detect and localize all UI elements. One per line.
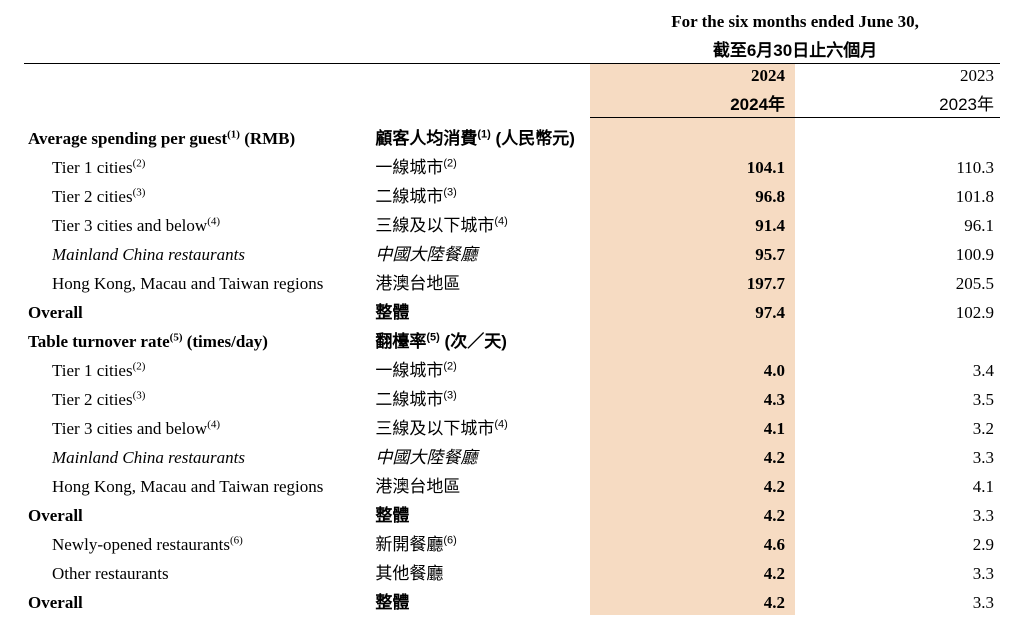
turnover-title-en: Table turnover rate(5) (times/day) [24,325,375,354]
year-2023-zh: 2023年 [795,88,1000,118]
row-tt-tier3: Tier 3 cities and below(4) 三線及以下城市(4) 4.… [24,412,1000,441]
row-sp-tier1: Tier 1 cities(2) 一線城市(2) 104.1 110.3 [24,151,1000,180]
spending-title-zh: 顧客人均消費(1) (人民幣元) [375,122,590,151]
header-period: For the six months ended June 30, [24,10,1000,34]
year-2024-zh: 2024年 [590,88,795,118]
turnover-title-zh: 翻檯率(5) (次／天) [375,325,590,354]
financial-table: For the six months ended June 30, 截至6月30… [24,10,1000,615]
row-sp-hkmotw: Hong Kong, Macau and Taiwan regions 港澳台地… [24,267,1000,296]
spending-title-en: Average spending per guest(1) (RMB) [24,122,375,151]
row-sp-mainland: Mainland China restaurants 中國大陸餐廳 95.7 1… [24,238,1000,267]
year-2023-en: 2023 [795,64,1000,89]
section-turnover-header: Table turnover rate(5) (times/day) 翻檯率(5… [24,325,1000,354]
section-spending-header: Average spending per guest(1) (RMB) 顧客人均… [24,122,1000,151]
row-tt-mainland: Mainland China restaurants 中國大陸餐廳 4.2 3.… [24,441,1000,470]
row-tt-other: Other restaurants 其他餐廳 4.2 3.3 [24,557,1000,586]
header-period-zh: 截至6月30日止六個月 [24,34,1000,64]
row-sp-tier3: Tier 3 cities and below(4) 三線及以下城市(4) 91… [24,209,1000,238]
period-label-en: For the six months ended June 30, [590,10,1000,34]
header-year-zh: 2024年 2023年 [24,88,1000,118]
row-tt-overall-1: Overall 整體 4.2 3.3 [24,499,1000,528]
period-label-zh: 截至6月30日止六個月 [590,34,1000,64]
row-tt-tier2: Tier 2 cities(3) 二線城市(3) 4.3 3.5 [24,383,1000,412]
header-year-en: 2024 2023 [24,64,1000,89]
row-tt-hkmotw: Hong Kong, Macau and Taiwan regions 港澳台地… [24,470,1000,499]
row-sp-tier2: Tier 2 cities(3) 二線城市(3) 96.8 101.8 [24,180,1000,209]
row-tt-overall-2: Overall 整體 4.2 3.3 [24,586,1000,615]
year-2024-en: 2024 [590,64,795,89]
row-sp-overall: Overall 整體 97.4 102.9 [24,296,1000,325]
row-tt-new: Newly-opened restaurants(6) 新開餐廳(6) 4.6 … [24,528,1000,557]
row-tt-tier1: Tier 1 cities(2) 一線城市(2) 4.0 3.4 [24,354,1000,383]
